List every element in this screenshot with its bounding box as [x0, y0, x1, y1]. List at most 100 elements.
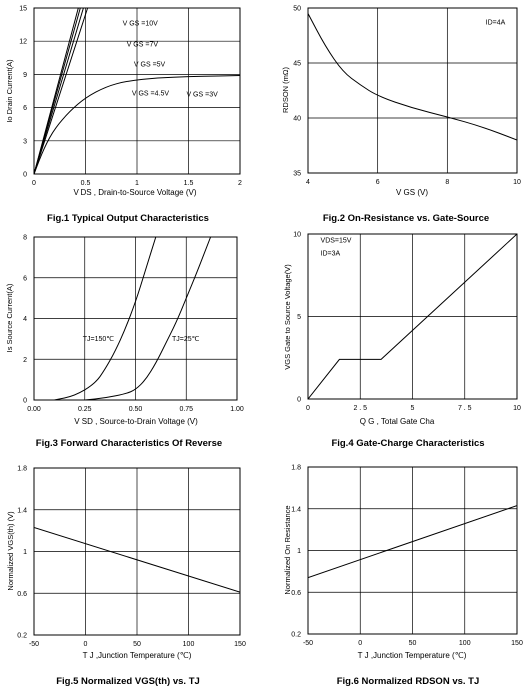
fig3-xtick-label: 0.25 — [78, 406, 92, 413]
fig1-series-line-3 — [34, 8, 89, 174]
fig1-y-axis-label: Io Drain Current(A) — [5, 59, 14, 123]
fig6-ytick-label: 0.6 — [291, 590, 301, 597]
fig6-ytick-label: 1.4 — [291, 506, 301, 513]
fig4-xtick-label: 5 — [411, 405, 415, 412]
fig4-y-axis-label: VGS Gate to Source Voltage(V) — [283, 264, 292, 370]
fig5-xtick-label: 150 — [234, 641, 246, 648]
fig1-xtick-label: 2 — [238, 180, 242, 187]
fig1-chart: 0 0.5 1 1.5 2 0 3 6 9 12 15 V GS =10V V GS =7V V GS =… — [5, 6, 242, 225]
fig5-plot-frame — [33, 467, 241, 636]
fig5-ytick-label: 0.2 — [17, 633, 27, 640]
fig2-ytick-label: 50 — [293, 6, 301, 13]
fig5-xtick-label: -50 — [29, 641, 39, 648]
fig1-ytick-label: 12 — [19, 39, 27, 46]
fig5-ytick-label: 1.8 — [17, 466, 27, 473]
fig5-ytick-label: 0.6 — [17, 591, 27, 598]
fig5-xtick-label: 100 — [183, 641, 195, 648]
fig3-plot-frame — [33, 236, 238, 401]
fig2-x-axis-label: V GS (V) — [396, 188, 428, 197]
fig6-xtick-label: 150 — [511, 640, 523, 647]
fig2-series-line-0 — [308, 13, 517, 141]
fig6-xtick-label: 0 — [358, 640, 362, 647]
fig6-xtick-label: 100 — [459, 640, 471, 647]
fig1-ytick-label: 6 — [23, 105, 27, 112]
fig3-series-line-1 — [84, 237, 212, 400]
fig2-caption: Fig.2 On-Resistance vs. Gate-Source — [323, 213, 489, 224]
fig4-ytick-label: 10 — [293, 232, 301, 239]
fig1-ytick-label: 3 — [23, 138, 27, 145]
fig3-ytick-label: 8 — [23, 235, 27, 242]
fig2-ytick-label: 35 — [293, 171, 301, 178]
fig1-series-line-2 — [34, 8, 84, 174]
fig6-series-line-0 — [308, 505, 517, 579]
fig5-chart: -50 0 50 100 150 0.2 0.6 1 1.4 1.8 T J ,Junction T… — [6, 466, 246, 688]
fig3-ytick-label: 0 — [23, 398, 27, 405]
fig4-plot-frame — [307, 233, 518, 400]
fig5-x-axis-label: T J ,Junction Temperature (℃) — [83, 651, 192, 660]
fig1-ytick-label: 0 — [23, 172, 27, 179]
fig6-ytick-label: 1 — [297, 548, 301, 555]
fig3-caption: Fig.3 Forward Characteristics Of Reverse — [36, 438, 222, 449]
fig2-plot-frame — [307, 7, 518, 174]
fig6-plot-frame — [307, 466, 518, 635]
fig3-annotation: TJ=150℃ — [83, 336, 115, 343]
fig4-xtick-label: 7 . 5 — [458, 405, 472, 412]
fig2-xtick-label: 10 — [513, 179, 521, 186]
fig3-annotation: TJ=25℃ — [172, 336, 200, 343]
fig1-ytick-label: 15 — [19, 6, 27, 13]
fig1-annotation: V GS =7V — [127, 42, 159, 49]
fig5-ytick-label: 1.4 — [17, 507, 27, 514]
fig1-annotation: V GS =10V — [123, 21, 159, 28]
fig6-xtick-label: -50 — [303, 640, 313, 647]
fig5-caption: Fig.5 Normalized VGS(th) vs. TJ — [56, 676, 200, 687]
fig2-chart: 4 6 8 10 35 40 45 50 ID=4A V GS (V) RDSON (mΩ) Fig.… — [281, 6, 521, 225]
fig1-annotation: V GS =5V — [134, 62, 166, 69]
fig3-y-axis-label: Is Source Current(A) — [5, 283, 14, 352]
fig6-ytick-label: 0.2 — [291, 632, 301, 639]
fig1-annotation: V GS =3V — [186, 92, 218, 99]
fig3-chart: 0.00 0.25 0.50 0.75 1.00 0 2 4 6 8 TJ=150℃ TJ=25℃ V … — [5, 235, 244, 450]
fig5-series-line-0 — [34, 527, 240, 593]
fig2-ytick-label: 40 — [293, 116, 301, 123]
fig5-xtick-label: 50 — [133, 641, 141, 648]
fig6-chart: -50 0 50 100 150 0.2 0.6 1 1.4 1.8 T J ,Junction T… — [283, 465, 523, 688]
fig4-annotation: VDS=15V — [321, 237, 352, 244]
fig4-caption: Fig.4 Gate-Charge Characteristics — [331, 438, 484, 449]
fig3-xtick-label: 0.75 — [179, 406, 193, 413]
fig1-ytick-label: 9 — [23, 72, 27, 79]
fig3-ytick-label: 4 — [23, 316, 27, 323]
fig6-ytick-label: 1.8 — [291, 465, 301, 472]
fig3-xtick-label: 0.00 — [27, 406, 41, 413]
fig3-ytick-label: 6 — [23, 275, 27, 282]
fig1-series-line-4 — [34, 75, 240, 174]
fig1-xtick-label: 0.5 — [81, 180, 91, 187]
fig2-xtick-label: 6 — [376, 179, 380, 186]
fig4-series-line-0 — [308, 234, 517, 399]
fig1-xtick-label: 1.5 — [184, 180, 194, 187]
fig1-plot-frame — [33, 7, 241, 175]
fig3-ytick-label: 2 — [23, 357, 27, 364]
fig2-y-axis-label: RDSON (mΩ) — [281, 66, 290, 113]
fig2-annotation: ID=4A — [486, 20, 506, 27]
fig5-xtick-label: 0 — [84, 641, 88, 648]
fig4-chart: 0 2 . 5 5 7 . 5 10 0 5 10 VDS=15V ID=3A Q G , Tota… — [283, 232, 521, 450]
fig1-annotation: V GS =4.5V — [132, 90, 169, 97]
fig3-x-axis-label: V SD , Source-to-Drain Voltage (V) — [74, 417, 198, 426]
fig6-y-axis-label: Normalized On Resistance — [283, 505, 292, 594]
fig6-xtick-label: 50 — [409, 640, 417, 647]
fig1-xtick-label: 0 — [32, 180, 36, 187]
fig4-xtick-label: 2 . 5 — [353, 405, 367, 412]
fig2-xtick-label: 4 — [306, 179, 310, 186]
fig6-caption: Fig.6 Normalized RDSON vs. TJ — [337, 676, 480, 687]
fig3-xtick-label: 1.00 — [230, 406, 244, 413]
fig2-ytick-label: 45 — [293, 61, 301, 68]
fig1-caption: Fig.1 Typical Output Characteristics — [47, 213, 209, 224]
fig4-x-axis-label: Q G , Total Gate Cha — [360, 417, 435, 426]
fig3-xtick-label: 0.50 — [129, 406, 143, 413]
fig4-xtick-label: 10 — [513, 405, 521, 412]
fig5-y-axis-label: Normalized VGS(th) (V) — [6, 511, 15, 591]
fig4-xtick-label: 0 — [306, 405, 310, 412]
fig4-ytick-label: 0 — [297, 397, 301, 404]
fig3-series-line-0 — [54, 237, 157, 400]
